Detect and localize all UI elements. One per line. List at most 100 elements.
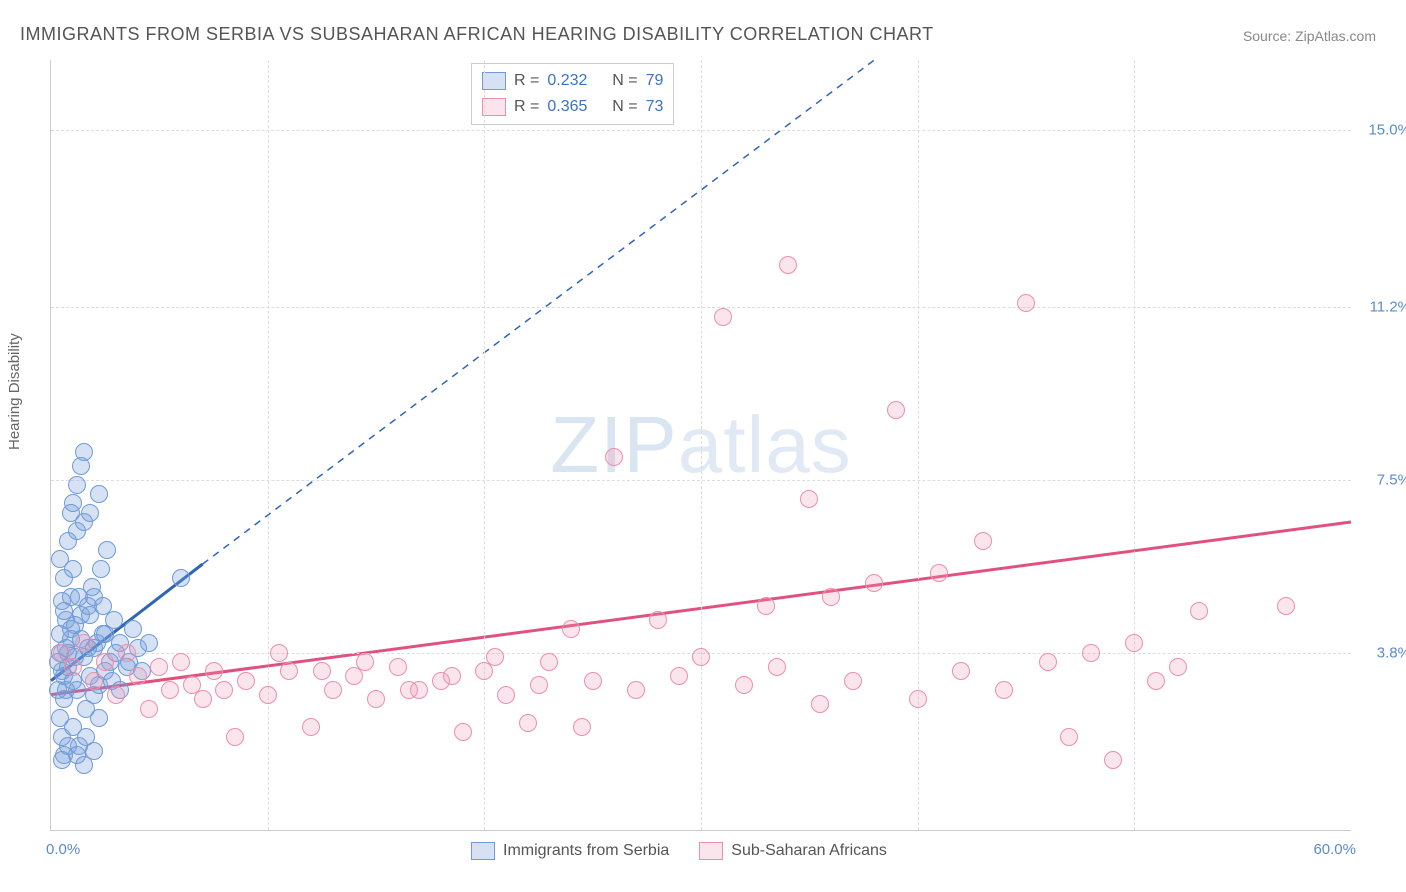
series2-name: Sub-Saharan Africans xyxy=(731,842,887,860)
data-point xyxy=(280,662,298,680)
data-point xyxy=(714,308,732,326)
data-point xyxy=(270,644,288,662)
x-tick-left: 0.0% xyxy=(46,841,80,858)
data-point xyxy=(1039,653,1057,671)
data-point xyxy=(367,690,385,708)
data-point xyxy=(930,564,948,582)
data-point xyxy=(649,611,667,629)
data-point xyxy=(90,485,108,503)
swatch-series2-b xyxy=(699,842,723,860)
data-point xyxy=(1169,658,1187,676)
data-point xyxy=(844,672,862,690)
data-point xyxy=(313,662,331,680)
data-point xyxy=(530,676,548,694)
data-point xyxy=(605,448,623,466)
data-point xyxy=(1190,602,1208,620)
data-point xyxy=(1104,751,1122,769)
data-point xyxy=(400,681,418,699)
data-point xyxy=(161,681,179,699)
legend-item-series2: Sub-Saharan Africans xyxy=(699,842,887,860)
legend-series-box: Immigrants from Serbia Sub-Saharan Afric… xyxy=(471,842,887,860)
data-point xyxy=(735,676,753,694)
data-point xyxy=(94,597,112,615)
data-point xyxy=(822,588,840,606)
data-point xyxy=(497,686,515,704)
data-point xyxy=(302,718,320,736)
data-point xyxy=(811,695,829,713)
data-point xyxy=(887,401,905,419)
data-point xyxy=(768,658,786,676)
source-label: Source: ZipAtlas.com xyxy=(1243,28,1376,44)
data-point xyxy=(486,648,504,666)
chart-container: IMMIGRANTS FROM SERBIA VS SUBSAHARAN AFR… xyxy=(0,0,1406,892)
data-point xyxy=(75,634,93,652)
y-tick-label: 3.8% xyxy=(1356,644,1406,661)
grid-line-v xyxy=(484,60,485,830)
data-point xyxy=(1277,597,1295,615)
data-point xyxy=(389,658,407,676)
data-point xyxy=(194,690,212,708)
grid-line-v xyxy=(918,60,919,830)
data-point xyxy=(75,443,93,461)
data-point xyxy=(1147,672,1165,690)
data-point xyxy=(140,634,158,652)
y-tick-label: 7.5% xyxy=(1356,472,1406,489)
data-point xyxy=(55,602,73,620)
data-point xyxy=(1060,728,1078,746)
data-point xyxy=(90,709,108,727)
grid-line-v xyxy=(268,60,269,830)
legend-row-series2: R = 0.365 N = 73 xyxy=(482,94,663,120)
chart-title: IMMIGRANTS FROM SERBIA VS SUBSAHARAN AFR… xyxy=(20,24,934,45)
data-point xyxy=(800,490,818,508)
grid-line-v xyxy=(1134,60,1135,830)
data-point xyxy=(692,648,710,666)
plot-area: ZIPatlas R = 0.232 N = 79 R = 0.365 N = … xyxy=(50,60,1351,831)
data-point xyxy=(584,672,602,690)
y-tick-label: 15.0% xyxy=(1356,122,1406,139)
data-point xyxy=(85,742,103,760)
n-value-series1: 79 xyxy=(646,68,664,94)
grid-line-v xyxy=(701,60,702,830)
data-point xyxy=(205,662,223,680)
data-point xyxy=(68,476,86,494)
data-point xyxy=(259,686,277,704)
n-label: N = xyxy=(612,68,637,94)
swatch-series1 xyxy=(482,72,506,90)
legend-row-series1: R = 0.232 N = 79 xyxy=(482,68,663,94)
data-point xyxy=(172,653,190,671)
data-point xyxy=(974,532,992,550)
data-point xyxy=(454,723,472,741)
data-point xyxy=(443,667,461,685)
r-label: R = xyxy=(514,68,539,94)
data-point xyxy=(519,714,537,732)
data-point xyxy=(172,569,190,587)
data-point xyxy=(96,653,114,671)
data-point xyxy=(670,667,688,685)
data-point xyxy=(562,620,580,638)
data-point xyxy=(81,504,99,522)
data-point xyxy=(952,662,970,680)
r-value-series1: 0.232 xyxy=(547,68,587,94)
y-axis-label: Hearing Disability xyxy=(6,333,23,450)
data-point xyxy=(237,672,255,690)
data-point xyxy=(779,256,797,274)
watermark-part2: atlas xyxy=(678,400,852,489)
data-point xyxy=(64,658,82,676)
legend-correlation-box: R = 0.232 N = 79 R = 0.365 N = 73 xyxy=(471,63,674,125)
data-point xyxy=(92,560,110,578)
watermark-part1: ZIP xyxy=(550,400,677,489)
data-point xyxy=(865,574,883,592)
data-point xyxy=(85,672,103,690)
data-point xyxy=(118,644,136,662)
data-point xyxy=(129,667,147,685)
data-point xyxy=(1082,644,1100,662)
data-point xyxy=(51,550,69,568)
swatch-series1-b xyxy=(471,842,495,860)
r-value-series2: 0.365 xyxy=(547,94,587,120)
data-point xyxy=(124,620,142,638)
data-point xyxy=(215,681,233,699)
x-tick-right: 60.0% xyxy=(1313,841,1356,858)
data-point xyxy=(226,728,244,746)
data-point xyxy=(573,718,591,736)
data-point xyxy=(356,653,374,671)
